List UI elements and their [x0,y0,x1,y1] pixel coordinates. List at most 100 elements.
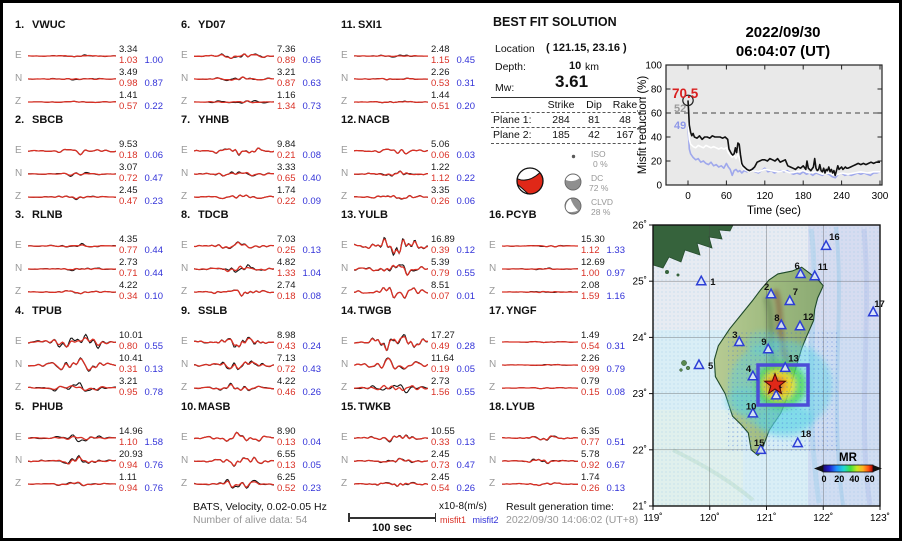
channel-label: E [181,50,188,61]
synthetic-trace [502,290,578,294]
peak-value-gray: 52 [674,103,686,115]
channel-label: Z [15,382,22,393]
peak-amplitude: 7.03 [277,234,296,245]
misfit-values: 0.25 0.13 [277,245,321,257]
channel-row: Z 1.41 0.57 0.22 [15,90,179,113]
peak-amplitude: 6.55 [277,449,296,460]
station-name: 4. TPUB [15,305,62,317]
channel-row: E 16.89 0.39 0.12 [341,234,485,257]
station-block: 18. LYUB E 6.35 0.77 0.51 N 5.78 0.92 0.67 Z 1.74 0.… [487,399,641,494]
synthetic-trace [194,289,274,297]
station-block: 5. PHUB E 14.96 1.10 1.58 N 20.93 0.94 0.76 Z 1.11 0… [13,399,179,494]
waveform-plot [354,77,428,81]
col-header-dip: Dip [586,99,602,111]
station-name: 15. TWKB [341,401,391,413]
channel-label: Z [15,478,22,489]
misfit1-value: 0.26 [581,482,600,494]
misfit1-value: 0.18 [119,149,138,161]
event-date: 2022/09/30 [745,24,820,41]
station-triangle-11 [808,269,821,281]
grid-search-square [756,363,810,407]
dc-label: DC [591,173,604,183]
peak-amplitude: 2.45 [431,472,450,483]
waveform-plot [354,194,428,200]
channel-row: N 2.73 0.71 0.44 [15,257,179,280]
waveform-plot [354,457,428,464]
waveform-plot [354,357,428,370]
station-block: 4. TPUB E 10.01 0.80 0.55 N 10.41 0.31 0.13 Z 3.21 0… [13,303,179,398]
waveform-column-3: 11. SXI1 E 2.48 1.15 0.45 N 2.26 0.53 0.31 Z 1.44 0.… [339,3,485,503]
channel-row: N 3.07 0.72 0.47 [15,162,179,185]
misfit1-value: 0.80 [119,340,138,352]
clvd-pct: 28 % [591,207,611,217]
misfit2-value: 0.22 [144,100,164,112]
waveform-plot [28,434,116,443]
x-tick-label: 60 [721,191,733,202]
synthetic-trace [502,386,578,390]
trace-values: 2.73 1.56 0.55 [431,376,476,398]
channel-label: E [489,432,496,443]
station-map-label-11: 11 [818,262,829,273]
misfit-black-trace [687,100,880,177]
station-triangle-8 [775,318,788,330]
trace-values: 1.74 0.22 0.09 [277,185,321,207]
plane2-dip: 42 [588,129,600,141]
channel-row: N 7.13 0.72 0.43 [181,353,337,376]
misfit1-value: 0.71 [119,267,138,279]
misfit2-value: 0.87 [144,77,164,89]
channel-row: E 6.35 0.77 0.51 [489,426,641,449]
misfit-reduction-plot: 2022/09/30 06:04:07 (UT) 0 20 40 60 80 100 0 6… [637,24,889,217]
trace-values: 1.41 0.57 0.22 [119,90,164,112]
misfit2-value: 0.47 [144,172,164,184]
plane1-label: Plane 1: [493,114,532,126]
station-code: LYUB [506,401,535,413]
synthetic-trace [354,384,428,392]
channel-label: Z [15,286,22,297]
misfit2-value: 0.44 [144,267,164,279]
synthetic-trace [194,361,274,370]
table-line-2 [491,127,641,128]
station-name: 11. SXI1 [341,19,382,31]
misfit2-value: 0.55 [456,386,476,398]
trace-values: 5.39 0.79 0.55 [431,257,475,280]
misfit1-value: 1.03 [119,54,138,66]
trace-values: 6.55 0.13 0.05 [277,449,321,471]
station-map-label-3: 3 [732,330,737,341]
trace-values: 2.45 0.73 0.47 [431,449,475,471]
peak-amplitude: 3.21 [119,376,138,387]
misfit2-value: 0.13 [456,436,476,448]
station-map-label-16: 16 [829,232,840,243]
station-number: 8. [181,209,191,221]
iso-label: ISO [591,149,606,159]
peak-amplitude: 3.33 [277,162,296,173]
misfit1-value: 0.13 [277,459,296,471]
dc-beachball-icon [564,173,582,191]
station-block: 10. MASB E 8.90 0.13 0.04 N 6.55 0.13 0.05 Z 6.25 0.… [179,399,337,494]
misfit2-value: 0.76 [144,482,164,494]
synthetic-trace [502,267,578,270]
misfit2-value: 0.97 [606,267,626,279]
peak-amplitude: 10.55 [431,426,455,437]
penghu-islands [679,360,691,372]
channel-row: N 5.39 0.79 0.55 [341,257,485,280]
misfit-values: 0.79 0.55 [431,268,475,280]
misfit2-value: 0.23 [302,482,322,494]
station-code: SXI1 [358,19,382,31]
channel-label: Z [181,286,188,297]
misfit-values: 0.39 0.12 [431,245,475,257]
station-triangle-15 [754,443,767,455]
channel-label: E [489,336,496,347]
misfit2-value: 0.13 [606,482,626,494]
peak-amplitude: 3.07 [119,162,138,173]
synthetic-trace [28,148,116,156]
waveform-plot [28,148,116,156]
station-triangle-10 [747,406,759,418]
x-tick-label: 180 [795,191,812,202]
misfit1-value: 0.87 [277,77,296,89]
peak-amplitude: 7.36 [277,44,296,55]
synthetic-trace [28,267,116,271]
misfit1-value: 0.72 [119,172,138,184]
trace-values: 4.35 0.77 0.44 [119,234,163,256]
misfit-values: 1.59 1.16 [581,291,625,303]
misfit-values: 0.34 0.10 [119,291,163,303]
